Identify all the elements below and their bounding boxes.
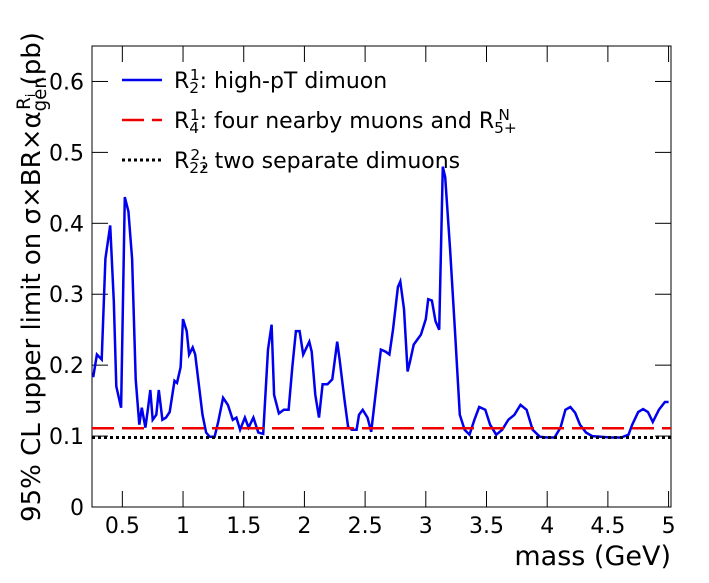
label-part: 1 (190, 66, 200, 84)
x-tick-label: 1.5 (226, 514, 261, 539)
label-part: : four nearby muons and R (200, 109, 494, 134)
y-tick-label: 0.4 (49, 212, 84, 237)
legend-label: R41: four nearby muons and R5+N (174, 106, 517, 138)
y-tick-label: 0.5 (49, 141, 84, 166)
x-tick-label: 5 (662, 514, 676, 539)
y-tick-label: 0.6 (49, 70, 84, 95)
x-tick-label: 0.5 (105, 514, 140, 539)
plot-frame (91, 45, 672, 508)
label-part: 5+ (494, 119, 517, 137)
label-part: R (174, 69, 189, 94)
legend-label: R21: high-pT dimuon (174, 66, 387, 98)
x-tick-label: 4.5 (590, 514, 625, 539)
label-part: 2 (189, 79, 199, 97)
y-tick-label: 0.3 (49, 283, 84, 308)
label-part: 2 (190, 146, 200, 164)
label-part: R (14, 97, 35, 110)
y-tick-label: 0.2 (49, 354, 84, 379)
label-part: 22 (189, 159, 209, 177)
label-part: (pb) (17, 32, 47, 94)
y-axis-label: 95% CL upper limit on σ×BR×αgenRi (pb) (14, 32, 51, 522)
label-part: 95% CL upper limit on σ×BR×α (17, 111, 47, 522)
x-axis-label: mass (GeV) (514, 541, 671, 572)
legend-label: R222: two separate dimuons (174, 146, 460, 178)
x-tick-label: 3 (419, 514, 433, 539)
x-tick-label: 3.5 (469, 514, 504, 539)
label-part: : two separate dimuons (200, 149, 460, 174)
label-part: R (174, 109, 189, 134)
label-part: gen (30, 77, 51, 111)
label-part: : high-pT dimuon (200, 69, 388, 94)
y-tick-label: 0 (70, 496, 84, 521)
x-tick-label: 2.5 (348, 514, 383, 539)
label-part: 4 (189, 119, 199, 137)
label-part: 1 (190, 106, 200, 124)
x-tick-label: 4 (540, 514, 554, 539)
x-tick-label: 1 (176, 514, 190, 539)
label-part: R (174, 149, 189, 174)
y-tick-label: 0.1 (49, 425, 84, 450)
series-line (91, 166, 669, 439)
label-part: N (498, 106, 510, 124)
x-tick-label: 2 (297, 514, 311, 539)
label-part: i (24, 94, 39, 98)
